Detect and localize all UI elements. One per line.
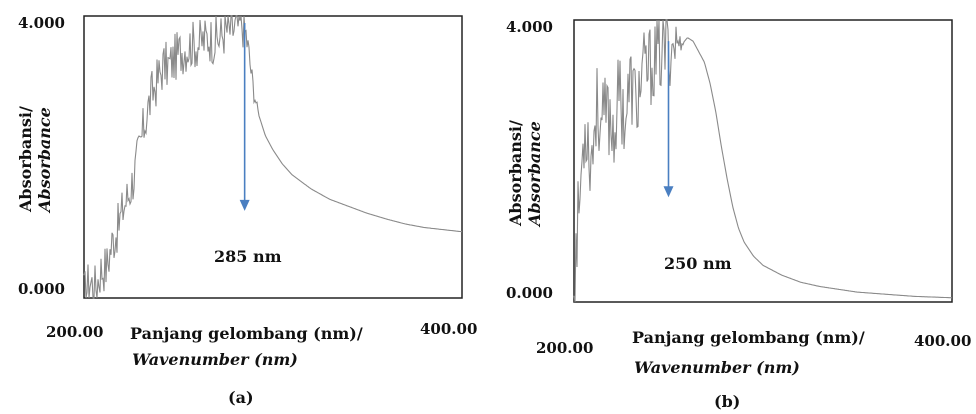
peak-arrowhead-b (663, 186, 674, 198)
y-axis-label-b-line2: Absorbance (525, 121, 544, 226)
plot-frame-a (83, 15, 463, 299)
chart-panel-a: 4.000 0.000 Absorbansi/ Absorbance 200.0… (16, 14, 478, 407)
spectrum-line-b (573, 19, 953, 303)
peak-label-a: 285 nm (214, 247, 282, 266)
y-axis-label-a: Absorbansi/ Absorbance (16, 106, 54, 212)
chart-panel-b: 4.000 0.000 Absorbansi/ Absorbance 200.0… (488, 0, 976, 414)
y-axis-label-a-line2: Absorbance (35, 107, 54, 212)
y-tick-min-b: 0.000 (506, 284, 553, 302)
peak-label-b: 250 nm (664, 254, 732, 273)
x-axis-label-a-line1: Panjang gelombang (nm)/ (130, 324, 363, 343)
x-axis-label-b-line2: Wavenumber (nm) (634, 358, 800, 377)
chart-a-svg (83, 15, 463, 299)
x-tick-min-b: 200.00 (536, 339, 594, 357)
x-axis-label-b-line1: Panjang gelombang (nm)/ (632, 328, 865, 347)
panel-label-a: (a) (228, 388, 254, 407)
y-axis-label-a-line1: Absorbansi/ (16, 106, 35, 212)
peak-arrowhead-a (239, 199, 250, 211)
y-tick-max-a: 4.000 (18, 14, 65, 32)
plot-frame-b (573, 19, 953, 303)
x-axis-label-a-line2: Wavenumber (nm) (132, 350, 298, 369)
chart-b-svg (573, 19, 953, 303)
spectrum-line-a (83, 15, 463, 299)
x-axis-label-a: Panjang gelombang (nm)/ Wavenumber (nm) (130, 324, 363, 369)
x-tick-max-a: 400.00 (420, 320, 478, 338)
panel-label-b: (b) (714, 392, 741, 411)
y-axis-label-b: Absorbansi/ Absorbance (506, 120, 544, 226)
y-tick-min-a: 0.000 (18, 280, 65, 298)
y-axis-label-b-line1: Absorbansi/ (506, 120, 525, 226)
y-tick-max-b: 4.000 (506, 18, 553, 36)
x-tick-min-a: 200.00 (46, 323, 104, 341)
x-tick-max-b: 400.00 (914, 332, 972, 350)
x-axis-label-b: Panjang gelombang (nm)/ Wavenumber (nm) (632, 328, 865, 377)
